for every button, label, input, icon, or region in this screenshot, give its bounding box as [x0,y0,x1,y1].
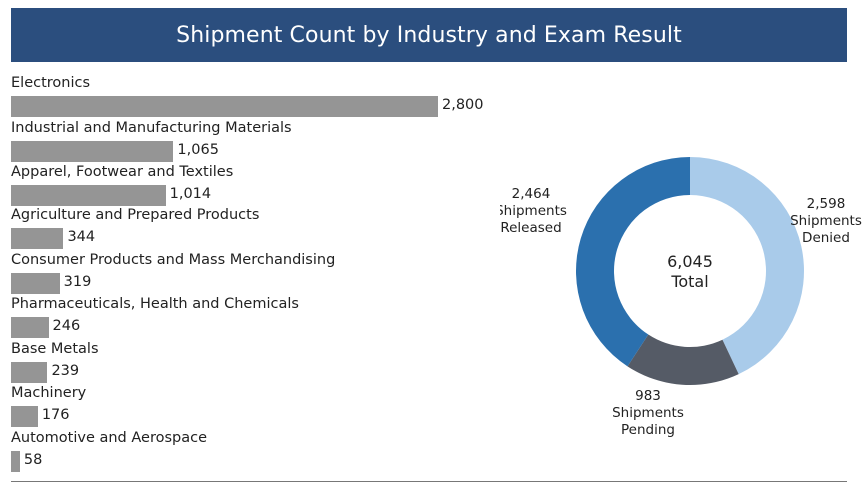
donut-slice-label: 983 Shipments Pending [612,388,684,438]
donut-slice-label: 2,598 Shipments Denied [790,196,862,246]
donut-slice-label: 2,464 Shipments Released [500,186,567,236]
chart-title: Shipment Count by Industry and Exam Resu… [176,22,682,48]
donut-slice[interactable] [690,157,804,375]
bar[interactable] [11,317,49,338]
bar-category-label: Electronics [11,75,91,91]
bar-category-label: Automotive and Aerospace [11,430,208,446]
exam-result-donut-chart: 2,598 Shipments Denied 983 Shipments Pending 2… [500,157,862,438]
bar[interactable] [11,96,438,117]
bar-category-label: Pharmaceuticals, Health and Chemicals [11,296,299,312]
bar-value-label: 246 [52,318,81,334]
bar-value-label: 1,065 [177,142,219,158]
bar[interactable] [11,273,60,294]
bar[interactable] [11,185,166,206]
bar-category-label: Apparel, Footwear and Textiles [11,164,234,180]
bar-value-label: 319 [63,274,92,290]
industry-bar-chart: Electronics 2,800 Industrial and Manufactu… [11,75,484,472]
bar[interactable] [11,228,64,249]
bar[interactable] [11,451,20,472]
bar-value-label: 239 [51,363,80,379]
donut-total-label: Total [670,272,708,291]
bar-category-label: Industrial and Manufacturing Materials [11,120,292,136]
bar-category-label: Base Metals [11,341,99,357]
bar-value-label: 1,014 [169,186,212,202]
donut-total-value: 6,045 [667,252,713,271]
bar[interactable] [11,141,174,162]
bar-value-label: 176 [41,407,70,423]
bar-category-label: Consumer Products and Mass Merchandising [11,252,336,268]
donut-slice[interactable] [627,334,739,385]
bar[interactable] [11,362,48,383]
bar-value-label: 58 [23,452,43,468]
bar[interactable] [11,406,38,427]
bottom-divider [11,481,847,482]
bar-value-label: 344 [67,229,96,245]
bar-category-label: Machinery [11,385,87,401]
bar-category-label: Agriculture and Prepared Products [11,207,260,223]
chart-header: Shipment Count by Industry and Exam Resu… [11,8,847,62]
donut-slice[interactable] [576,157,690,367]
bar-value-label: 2,800 [442,97,484,113]
